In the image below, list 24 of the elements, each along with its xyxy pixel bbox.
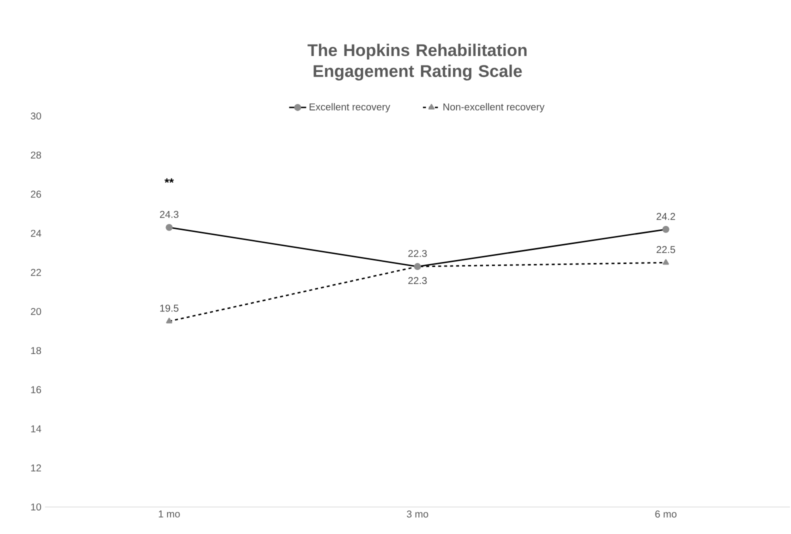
y-tick-label: 10 xyxy=(31,503,42,511)
y-tick-label: 18 xyxy=(31,347,42,354)
legend-label: Non-excellent recovery xyxy=(443,103,544,112)
y-tick-label: 24 xyxy=(30,230,42,237)
annotation: ** xyxy=(164,178,174,183)
data-label: 22.3 xyxy=(408,277,427,284)
y-tick-label: 14 xyxy=(31,425,42,432)
y-tick-label: 30 xyxy=(30,112,42,120)
data-label: 22.3 xyxy=(408,250,427,258)
x-tick-label: 1 mo xyxy=(158,510,180,518)
y-tick-label: 20 xyxy=(30,308,42,316)
y-tick-label: 28 xyxy=(30,152,42,159)
data-label: 22.5 xyxy=(656,246,676,254)
x-tick-label: 6 mo xyxy=(655,510,676,518)
y-tick-label: 22 xyxy=(30,268,41,276)
y-tick-label: 26 xyxy=(30,190,42,198)
data-label: 24.2 xyxy=(656,212,676,220)
data-label: 19.5 xyxy=(160,304,178,312)
legend-label: Excellent recovery xyxy=(310,103,390,112)
y-tick-label: 16 xyxy=(31,386,42,394)
data-label: 24.3 xyxy=(160,210,178,218)
x-tick-label: 3 mo xyxy=(406,510,428,518)
y-tick-label: 12 xyxy=(31,464,41,472)
chart-title: The Hopkins Rehabilitation Engagement Rating Scale xyxy=(308,44,527,81)
